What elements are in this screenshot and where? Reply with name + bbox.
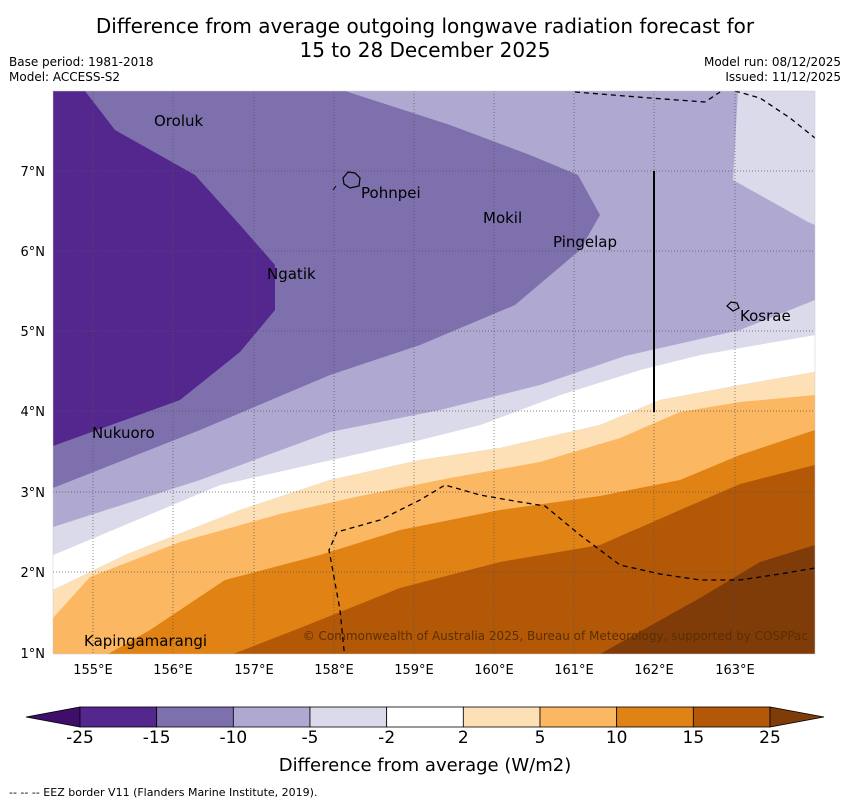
colorbar-tick-label: 10 (605, 728, 628, 748)
colorbar-tick-label: 2 (457, 728, 469, 748)
lat-label: 7°N (21, 165, 46, 180)
colorbar-segment (232, 706, 311, 728)
lon-axis: 155°E 156°E 157°E 158°E 159°E 160°E 161°… (73, 663, 755, 678)
colorbar-tick-label: -25 (66, 728, 94, 748)
pohnpei-island (342, 171, 361, 189)
meta-right: Model run: 08/12/2025 Issued: 11/12/2025 (704, 55, 841, 85)
colorbar-segment (309, 706, 388, 728)
colorbar-segment (386, 706, 464, 728)
lat-label: 1°N (21, 647, 46, 662)
model-run: Model run: 08/12/2025 (703, 55, 841, 69)
place-mokil: Mokil (483, 209, 522, 227)
map-title: Difference from average outgoing longwav… (0, 14, 850, 62)
lat-label: 5°N (21, 325, 46, 340)
lat-label: 4°N (21, 405, 46, 420)
colorbar-segment (692, 706, 771, 728)
colorbar-tick-label: 15 (682, 728, 705, 748)
plot-frame (52, 90, 816, 655)
colorbar-segment (539, 706, 618, 728)
place-labels: Oroluk Pohnpei Mokil Pingelap Ngatik Kos… (84, 112, 791, 650)
ant-atoll (332, 185, 337, 191)
eez-border (328, 91, 815, 654)
colorbar-tick-label: -15 (142, 728, 171, 748)
colorbar-segment (462, 706, 541, 728)
copyright-note: © Commonwealth of Australia 2025, Bureau… (303, 629, 808, 643)
lon-label: 158°E (314, 663, 354, 678)
band-minus2-minus5 (733, 91, 815, 225)
colorbar-tick-label: 25 (759, 728, 781, 748)
lon-label: 161°E (554, 663, 594, 678)
colorbar-title: Difference from average (W/m2) (278, 755, 572, 776)
lon-label: 162°E (634, 663, 674, 678)
colorbar-segment (79, 706, 158, 728)
colorbar-tick-label: -5 (301, 728, 319, 748)
colorbar-segment (156, 706, 234, 728)
place-kosrae: Kosrae (740, 307, 791, 325)
lon-label: 159°E (394, 663, 434, 678)
model-name: Model: ACCESS-S2 (9, 70, 121, 84)
colorbar-tick-label: -2 (378, 728, 396, 748)
base-period: Base period: 1981-2018 (9, 55, 154, 69)
colorbar-tick-label: -10 (219, 728, 248, 748)
lon-label: 155°E (73, 663, 113, 678)
lat-label: 3°N (21, 486, 46, 501)
title-line-2: 15 to 28 December 2025 (299, 38, 551, 62)
place-ngatik: Ngatik (267, 265, 316, 283)
place-pingelap: Pingelap (553, 233, 617, 251)
kosrae-island (726, 301, 740, 312)
lat-label: 6°N (21, 245, 46, 260)
lon-label: 156°E (153, 663, 193, 678)
colorbar (25, 706, 825, 728)
colorbar-extend-low (25, 706, 81, 728)
lat-label: 2°N (21, 566, 46, 581)
band-15-25 (233, 465, 815, 654)
lon-label: 157°E (234, 663, 274, 678)
band-minus15-minus25 (53, 91, 275, 446)
place-kapingamarangi: Kapingamarangi (84, 632, 207, 650)
meta-left: Base period: 1981-2018 Model: ACCESS-S2 (9, 55, 154, 85)
contour-fill: © Commonwealth of Australia 2025, Bureau… (53, 91, 815, 654)
eez-footnote: -- -- -- EEZ border V11 (Flanders Marine… (9, 786, 318, 799)
place-oroluk: Oroluk (154, 112, 203, 130)
colorbar-extend-high (769, 706, 825, 728)
place-pohnpei: Pohnpei (361, 184, 421, 202)
lat-axis: 7°N 6°N 5°N 4°N 3°N 2°N 1°N (21, 165, 46, 662)
band-minus2-minus5 (53, 300, 815, 555)
band-minus2-plus2 (53, 335, 815, 590)
place-nukuoro: Nukuoro (92, 424, 155, 442)
lon-label: 163°E (715, 663, 755, 678)
colorbar-segment (616, 706, 694, 728)
title-line-1: Difference from average outgoing longwav… (95, 14, 755, 38)
lon-label: 160°E (474, 663, 514, 678)
issued-date: Issued: 11/12/2025 (725, 70, 841, 84)
colorbar-tick-label: 5 (534, 728, 546, 748)
